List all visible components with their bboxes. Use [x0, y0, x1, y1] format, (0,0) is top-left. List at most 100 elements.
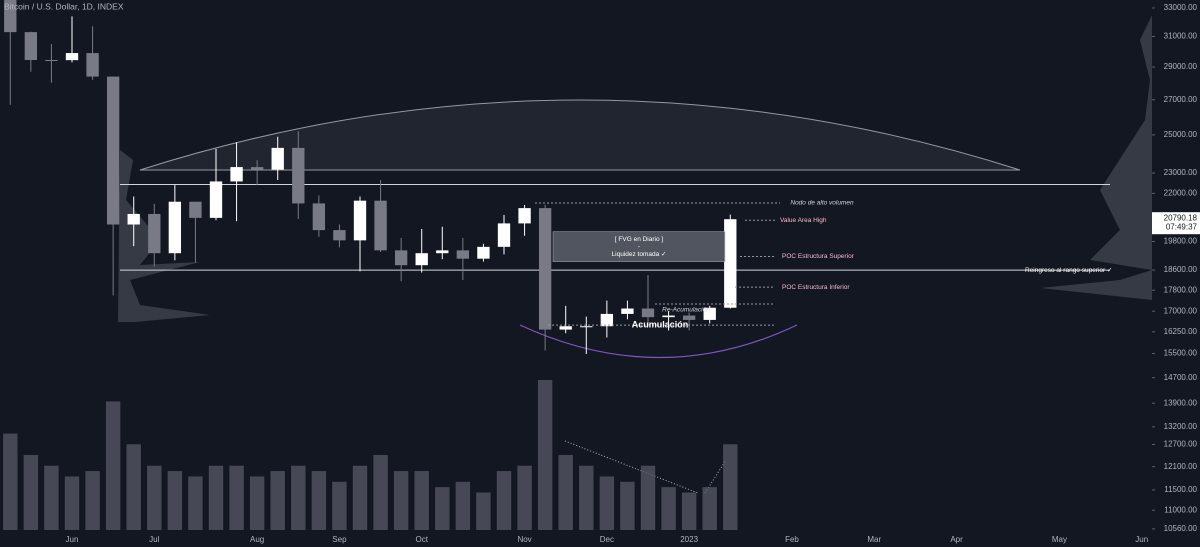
volume-bar — [126, 444, 141, 530]
annotation-label: Re-Acumulación — [662, 307, 710, 314]
y-tick-label: 27000.00 — [1164, 95, 1198, 104]
volume-bar — [3, 433, 18, 530]
candle-body — [724, 219, 737, 308]
volume-bar — [414, 471, 429, 530]
volume-bar — [208, 465, 224, 530]
x-tick-label: May — [1052, 535, 1067, 544]
candle-body — [292, 147, 305, 204]
candle-body — [580, 326, 593, 328]
y-tick-label: 16250.00 — [1164, 327, 1198, 336]
y-tick-label: 15500.00 — [1164, 349, 1198, 358]
volume-bar — [681, 492, 697, 530]
volume-bar — [517, 465, 532, 530]
volume-bar — [332, 481, 347, 530]
x-tick-label: Jun — [66, 535, 79, 544]
fvg-box — [552, 231, 726, 262]
annotation-label: Acumulación — [632, 320, 689, 330]
volume-bar — [723, 444, 738, 530]
candle-body — [559, 326, 572, 330]
volume-profile-left — [118, 150, 210, 322]
y-tick-label: 25000.00 — [1164, 130, 1198, 139]
volume-bar — [291, 465, 306, 530]
x-tick-label: Feb — [785, 535, 799, 544]
volume-bar — [270, 471, 285, 530]
volume-bar — [23, 455, 39, 530]
volume-bar — [44, 465, 59, 530]
volume-profile-right — [1040, 15, 1152, 330]
x-tick-label: 2023 — [680, 535, 698, 544]
volume-bar — [579, 465, 594, 530]
volume-bar — [167, 471, 183, 530]
price-axis — [1152, 0, 1200, 547]
volume-bar — [476, 492, 491, 530]
candle-body — [518, 208, 531, 224]
candle-body — [374, 200, 387, 251]
volume-bar — [620, 481, 635, 530]
volume-bar — [455, 481, 471, 530]
candle-body — [271, 147, 284, 170]
y-tick-label: 29000.00 — [1164, 62, 1198, 71]
x-tick-label: Aug — [250, 535, 264, 544]
candle-body — [333, 230, 346, 241]
volume-bar — [393, 471, 409, 530]
volume-bar — [599, 476, 615, 530]
volume-bar — [352, 465, 368, 530]
countdown-label: 07:49:37 — [1166, 222, 1198, 231]
candle-body — [662, 315, 675, 318]
candle-body — [312, 203, 326, 231]
candle-body — [682, 315, 696, 320]
annotation-label: Reingreso al rango superior ✓ — [1025, 267, 1112, 274]
volume-bar — [661, 487, 676, 530]
y-tick-label: 11000.00 — [1164, 505, 1197, 514]
y-tick-label: 13200.00 — [1164, 422, 1198, 431]
fvg-text: [ FVG en Diario ] — [615, 236, 664, 243]
candle-body — [250, 167, 264, 170]
volume-bar — [64, 476, 80, 530]
x-tick-label: Dec — [600, 535, 614, 544]
volume-bar — [496, 471, 512, 530]
candle-body — [353, 200, 367, 241]
volume-bar — [311, 471, 327, 530]
y-tick-label: 12700.00 — [1164, 440, 1198, 449]
y-tick-label: 31000.00 — [1164, 32, 1198, 41]
x-tick-label: Apr — [950, 535, 963, 544]
y-tick-label: 13900.00 — [1164, 398, 1198, 407]
annotation-label: POC Estructura Inferior — [782, 284, 850, 291]
candle-body — [477, 246, 490, 259]
candle-body — [65, 53, 79, 61]
candle-body — [415, 253, 428, 266]
volume-bar — [105, 401, 121, 530]
candle-body — [703, 307, 716, 320]
candle-body — [394, 250, 408, 266]
candle-body — [86, 53, 99, 77]
y-tick-label: 10560.00 — [1164, 524, 1198, 533]
y-tick-label: 12100.00 — [1164, 462, 1198, 471]
volume-bar — [147, 465, 162, 530]
volume-bar — [188, 476, 203, 530]
candle-body — [127, 213, 140, 225]
annotation-label: Value Area High — [780, 217, 827, 224]
candle-body — [497, 223, 511, 247]
annotation-label: Nodo de alto volumen — [790, 200, 854, 207]
volume-bar — [640, 465, 656, 530]
y-tick-label: 33000.00 — [1164, 3, 1198, 12]
candle-body — [436, 250, 449, 254]
x-tick-label: Mar — [867, 535, 881, 544]
chart-title: Bitcoin / U.S. Dollar, 1D, INDEX — [4, 1, 124, 11]
volume-bar — [373, 455, 388, 530]
fvg-text: Liquidez tomada ✓ — [612, 251, 667, 258]
candle-body — [106, 76, 120, 225]
candle-body — [24, 32, 38, 60]
y-tick-label: 17000.00 — [1164, 306, 1198, 315]
y-tick-label: 18600.00 — [1164, 265, 1198, 274]
candle-body — [148, 213, 161, 254]
last-price-box — [1152, 212, 1200, 235]
volume-bar — [435, 487, 450, 530]
y-tick-label: 17800.00 — [1164, 285, 1198, 294]
x-tick-label: Nov — [517, 535, 531, 544]
candle-body — [45, 59, 58, 61]
candle-body — [189, 201, 202, 218]
fvg-text: - — [638, 243, 640, 250]
